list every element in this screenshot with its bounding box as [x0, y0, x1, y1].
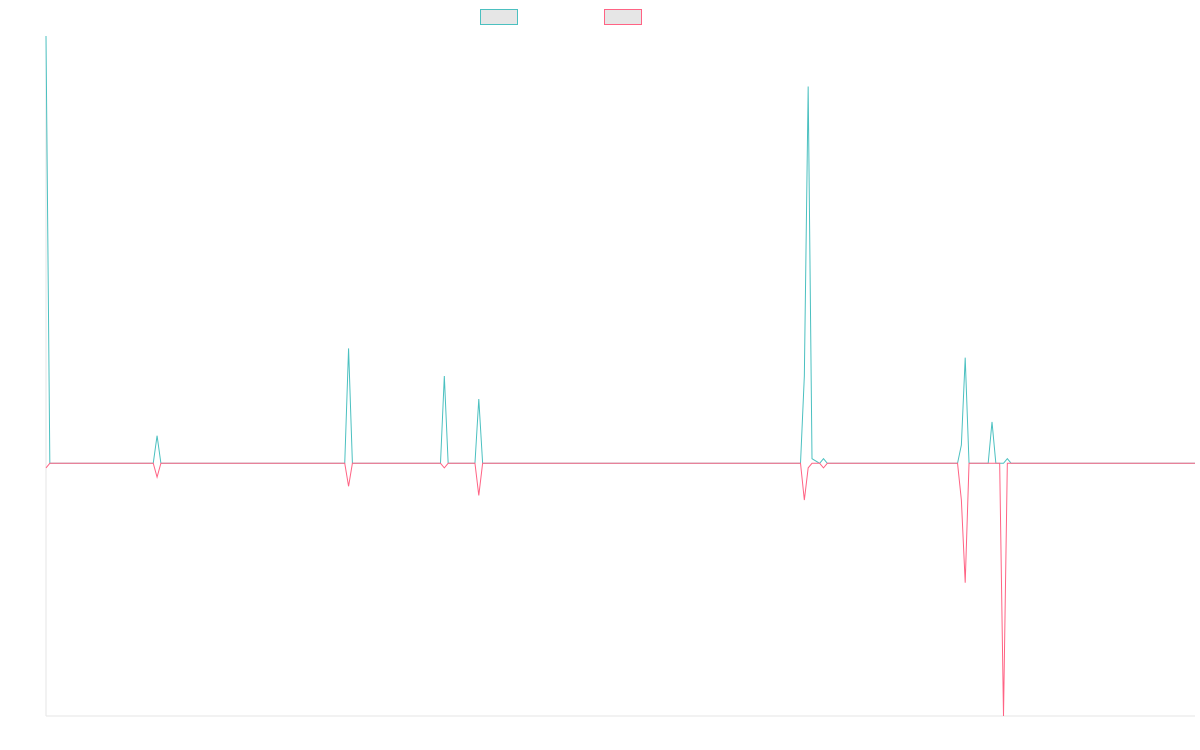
- legend-swatch-1[interactable]: [480, 9, 518, 25]
- series-line-2[interactable]: [45, 462, 1195, 717]
- series-line-1[interactable]: [45, 35, 1195, 464]
- legend-swatch-2[interactable]: [604, 9, 642, 25]
